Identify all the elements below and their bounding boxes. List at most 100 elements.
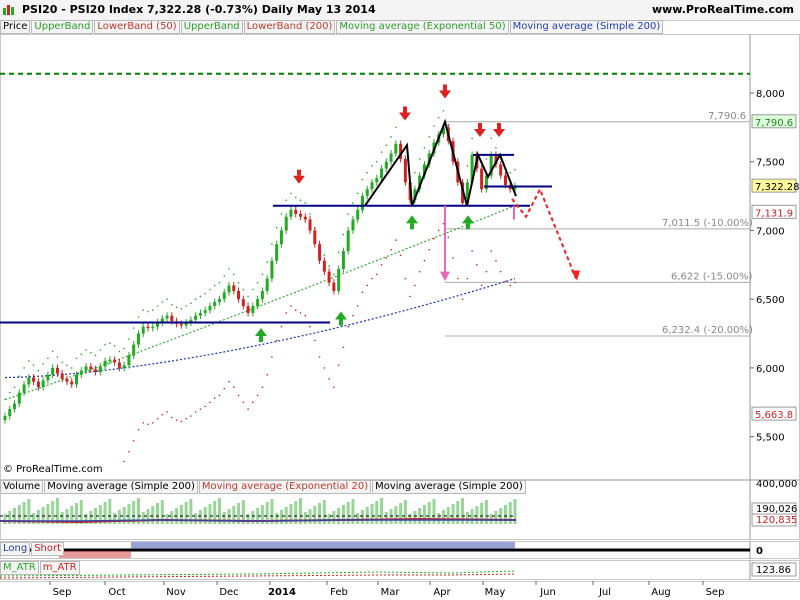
upper-band-dot — [204, 292, 206, 295]
x-tick-label: Feb — [330, 587, 348, 598]
upper-band-dot — [89, 351, 92, 354]
atr-panel[interactable]: 123.86 — [0, 560, 800, 580]
volume-bar — [508, 502, 512, 524]
upper-band-dot — [266, 261, 268, 263]
volume-bar — [327, 514, 331, 524]
upper-band-dot — [490, 137, 492, 140]
upper-band-dot — [80, 353, 83, 355]
volume-bar — [380, 498, 384, 524]
volume-bar — [360, 510, 364, 524]
upper-band-dot — [142, 309, 145, 311]
lower-band-dot — [414, 284, 416, 287]
volume_legend-legend-item[interactable]: Volume — [0, 480, 44, 494]
x-tick-label: Dec — [219, 587, 238, 598]
volume-bar — [217, 498, 221, 524]
volume-bar — [275, 513, 279, 524]
volume-bar — [170, 511, 174, 524]
volume-bar — [141, 512, 145, 524]
volume-bar — [503, 505, 507, 524]
retracement-label: 6,622 (-15.00%) — [671, 271, 752, 282]
candle — [74, 374, 78, 385]
lower-band-dot — [342, 346, 345, 349]
main_legend-legend-item[interactable]: LowerBand (50) — [94, 20, 180, 34]
atr-m-line — [0, 570, 517, 577]
upper-band-dot — [337, 251, 340, 254]
volume_legend-legend-item[interactable]: Moving average (Exponential 20) — [198, 480, 372, 494]
retracement-label: 6,232.4 (-20.00%) — [662, 325, 753, 336]
volume-bar — [432, 499, 436, 524]
volume-bar — [494, 511, 498, 524]
atr_legend-legend-item[interactable]: m_ATR — [39, 561, 80, 575]
buy-arrow-stem — [466, 223, 470, 230]
lower-band-dot — [156, 417, 159, 420]
main_legend-legend-item[interactable]: UpperBand — [31, 20, 94, 34]
volume-tick-label: 400,000 — [756, 480, 797, 490]
x-tick-label: Sep — [706, 587, 725, 598]
main_legend-legend-item[interactable]: Moving average (Exponential 50) — [336, 20, 509, 34]
lower-band-dot — [290, 305, 292, 307]
lower-band-dot — [209, 401, 211, 404]
lower-band-dot — [266, 373, 268, 376]
lower-band-dot — [294, 309, 297, 311]
volume-bar — [256, 508, 260, 524]
volume-bar — [189, 499, 193, 524]
sma200-line — [4, 278, 516, 379]
axis-value-label: 7,131.9 — [755, 208, 793, 219]
price-tick-label: 6,500 — [756, 295, 785, 306]
volume-bar — [422, 505, 426, 524]
volume-bar — [74, 503, 78, 524]
longshort_legend-legend-item[interactable]: Short — [31, 542, 65, 556]
volume-bar — [484, 500, 488, 524]
upper-band-dot — [232, 273, 235, 276]
candle — [279, 230, 283, 245]
x-tick-label: Mar — [381, 587, 401, 598]
volume-bar — [55, 498, 59, 524]
main_legend-legend-item[interactable]: Price — [0, 20, 31, 34]
upper-band-dot — [61, 361, 63, 364]
candle — [89, 366, 93, 370]
lower-band-dot — [161, 413, 164, 416]
lower-band-dot — [166, 411, 168, 413]
lower-band-dot — [337, 364, 340, 366]
main_legend-legend-item[interactable]: Moving average (Simple 200) — [509, 20, 664, 34]
lower-band-dot — [304, 314, 307, 317]
upper-band-dot — [199, 295, 202, 298]
candle — [94, 369, 98, 373]
lower-band-dot — [275, 339, 278, 342]
upper-band-dot — [4, 398, 6, 401]
chart-title: PSI20 - PSI20 Index 7,322.28 (-0.73%) Da… — [22, 3, 376, 16]
projection-arrowhead — [571, 270, 580, 281]
lower-band-dot — [490, 250, 492, 252]
atr_legend-legend-item[interactable]: M_ATR — [0, 561, 39, 575]
volume-bar — [70, 506, 74, 524]
lower-band-dot — [285, 312, 288, 314]
candle — [275, 244, 279, 261]
volume-bar — [194, 513, 198, 524]
volume-bar — [284, 507, 288, 524]
axis-value-label: 7,790.6 — [755, 118, 793, 129]
price-chart[interactable]: 8,5008,0007,5007,0006,5006,0005,5007,790… — [0, 34, 800, 480]
upper-band-dot — [51, 350, 54, 353]
projection-path — [511, 186, 577, 279]
lower-band-dot — [318, 356, 321, 358]
upper-band-dot — [375, 160, 378, 163]
main_legend-legend-item[interactable]: LowerBand (200) — [243, 20, 336, 34]
lower-band-dot — [433, 237, 435, 240]
volume_legend-legend-item[interactable]: Moving average (Simple 200) — [44, 480, 198, 494]
upper-band-dot — [395, 126, 397, 129]
volume_legend-legend-item[interactable]: Moving average (Simple 200) — [372, 480, 526, 494]
upper-band-dot — [466, 165, 469, 167]
volume-bar — [8, 511, 12, 524]
candle — [351, 219, 355, 231]
brand-link[interactable]: www.ProRealTime.com — [651, 3, 794, 16]
longshort_legend-legend-item[interactable]: Long — [0, 542, 31, 556]
upper-band-dot — [361, 178, 364, 181]
long-short-panel[interactable]: 0 — [0, 541, 800, 559]
volume-bar — [32, 513, 36, 524]
lower-band-dot — [423, 259, 426, 262]
main_legend-legend-item[interactable]: UpperBand — [180, 20, 243, 34]
axis-value-box — [751, 114, 797, 129]
pattern-zigzag — [364, 118, 517, 207]
volume-bar — [322, 500, 326, 524]
lower-band-dot — [480, 284, 483, 287]
